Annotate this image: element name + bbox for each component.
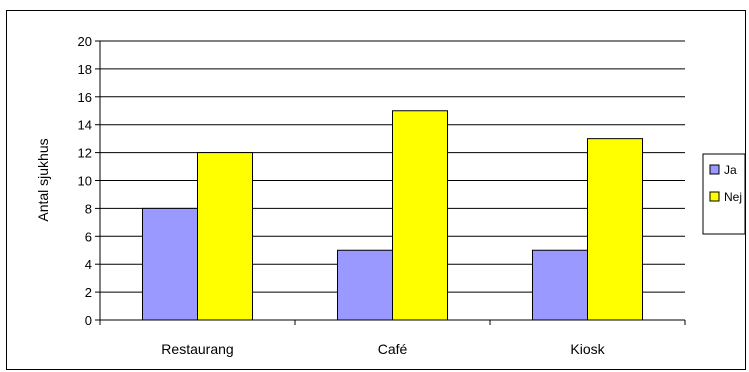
legend: Ja Nej — [702, 153, 746, 235]
legend-label-nej: Nej — [724, 190, 742, 204]
bars — [142, 110, 643, 321]
y-tick-label: 16 — [78, 90, 92, 105]
bar-ja-1 — [337, 249, 393, 321]
legend-label-ja: Ja — [724, 163, 737, 177]
y-tick-label: 4 — [85, 257, 92, 272]
bar-nej-0 — [197, 152, 253, 321]
x-tick-label: Café — [378, 341, 408, 357]
x-tick-label: Kiosk — [570, 341, 605, 357]
y-tick-label: 18 — [78, 62, 92, 77]
y-tick-label: 8 — [85, 201, 92, 216]
x-tick-label: Restaurang — [161, 341, 233, 357]
y-tick-label: 10 — [78, 174, 92, 189]
bar-nej-1 — [392, 110, 448, 321]
y-tick-label: 14 — [78, 118, 92, 133]
y-axis-title: Antal sjukhus — [35, 138, 51, 221]
y-tick-label: 6 — [85, 229, 92, 244]
y-tick-label: 0 — [85, 313, 92, 328]
y-tick-labels: 0 2 4 6 8 10 12 14 16 18 20 — [78, 34, 92, 328]
bar-nej-2 — [587, 138, 643, 321]
bar-ja-2 — [532, 249, 588, 321]
axes — [95, 40, 686, 325]
bar-ja-0 — [142, 207, 198, 321]
legend-swatch-nej — [709, 191, 720, 202]
y-tick-label: 20 — [78, 34, 92, 49]
x-tick-labels: Restaurang Café Kiosk — [161, 341, 605, 357]
legend-swatch-ja — [709, 164, 720, 175]
y-tick-label: 12 — [78, 146, 92, 161]
y-tick-label: 2 — [85, 285, 92, 300]
